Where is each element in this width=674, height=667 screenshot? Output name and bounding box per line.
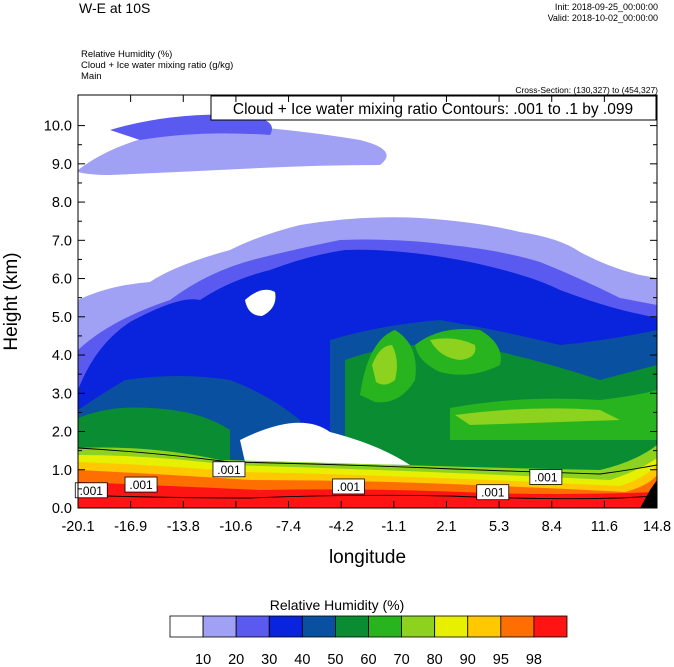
colorbar-label: 60 [360,652,376,667]
contour-label-text: .001 [481,486,505,500]
colorbar-label: 70 [394,652,410,667]
y-tick-label: 6.0 [52,272,72,288]
colorbar-box [335,615,369,638]
colorbar-box [169,615,204,638]
contour-label-4: .001 [476,484,510,501]
field-title-rh: Relative Humidity (%) [81,49,173,60]
contour-label-1: .001 [124,476,158,493]
colorbar-label: 98 [526,652,542,667]
y-axis: 0.0 1.0 2.0 3.0 4.0 5.0 6.0 7.0 8.0 9.0 10.0 Height… [1,119,657,517]
y-tick-label: 5.0 [52,310,72,326]
contour-label-3: .001 [332,478,365,495]
upper-moist-core [110,114,272,140]
chart-title: W-E at 10S [79,0,151,16]
colorbar-label: 50 [327,652,343,667]
y-tick-label: 9.0 [52,157,72,173]
field-titles: Relative Humidity (%) Cloud + Ice water … [81,49,233,82]
cross-section-label: Cross-Section: (130,327) to (454,327) [515,85,658,95]
colorbar-box [202,615,237,638]
colorbar-label: 80 [427,652,443,667]
x-tick-label: -10.6 [219,519,252,535]
cloud-contour-upper [78,447,657,475]
contour-label-2: .001 [212,461,246,478]
colorbar-box [235,615,270,638]
rh-dry-pocket-a [245,289,276,316]
rh-field [78,95,657,508]
colorbar-label: 95 [493,652,509,667]
x-tick-label: -1.1 [381,519,406,535]
field-title-qcloud: Cloud + Ice water mixing ratio (g/kg) [81,60,234,71]
colorbar-box [434,615,469,638]
x-tick-label: 5.3 [489,519,509,535]
x-tick-label: 14.8 [643,519,671,535]
contour-label-text: .001 [129,478,153,492]
colorbar-label: 20 [228,652,244,667]
rh-dry-pocket-b [240,422,410,465]
y-tick-label: 10.0 [44,119,72,135]
colorbar-title: Relative Humidity (%) [269,597,405,613]
rh-band-80-east [455,408,620,425]
x-tick-label: 2.1 [436,519,456,535]
contour-legend-text: Cloud + Ice water mixing ratio Contours:… [233,101,633,118]
y-tick-label: 3.0 [52,386,72,402]
contour-legend: Cloud + Ice water mixing ratio Contours:… [210,95,657,121]
y-axis-label: Height (km) [1,252,22,350]
contour-label-box [332,478,365,495]
y-tick-label: 4.0 [52,348,72,364]
contour-label-text: .001 [337,480,361,494]
colorbar-box [301,615,336,638]
contour-label-box [529,469,563,485]
colorbar: 10 20 30 40 50 60 70 80 90 95 98 [169,615,568,667]
x-tick-label: -16.9 [114,519,147,535]
y-tick-label: 7.0 [52,233,72,249]
y-tick-label: 2.0 [52,425,72,441]
y-tick-label: 0.0 [52,501,72,517]
init-time: Init: 2018-09-25_00:00:00 [554,2,658,12]
contour-label-text: .001 [80,484,104,498]
colorbar-box [500,615,535,638]
x-tick-label: -13.8 [167,519,200,535]
colorbar-label: 40 [294,652,310,667]
terrain [640,480,657,508]
field-title-main: Main [81,71,102,82]
colorbar-label: 90 [460,652,476,667]
colorbar-label: 10 [195,652,211,667]
y-tick-label: 1.0 [52,463,72,479]
colorbar-box [533,615,568,638]
contour-label-0: .001 [74,482,108,499]
y-tick-label: 8.0 [52,195,72,211]
contour-label-5: .001 [529,469,563,485]
contour-label-box [476,484,510,501]
colorbar-box [268,615,303,638]
contour-label-box [212,461,246,478]
contour-label-box [74,482,108,499]
contour-label-box [124,476,158,493]
rh-band-80-a [372,345,397,385]
rh-band-80-b [430,338,476,360]
contour-label-text: .001 [217,463,241,477]
contour-legend-box [210,95,657,121]
x-tick-label: -20.1 [61,519,94,535]
cloud-contours [78,447,657,500]
colorbar-box [368,615,402,638]
time-info: Init: 2018-09-25_00:00:00 Valid: 2018-10… [548,2,658,24]
x-axis-label: longitude [329,547,406,568]
colorbar-box [467,615,502,638]
contour-label-text: .001 [534,470,558,484]
x-tick-label: 11.6 [591,519,618,535]
x-axis: -20.1 -16.9 -13.8 -10.6 -7.4 -4.2 -1.1 2.1 5.3 8.… [61,95,671,568]
colorbar-label: 30 [261,652,277,667]
colorbar-box [401,615,436,638]
cloud-contour-lower [78,494,657,500]
x-tick-label: -4.2 [329,519,354,535]
plot-frame [77,94,658,509]
x-tick-label: 8.4 [542,519,562,535]
valid-time: Valid: 2018-10-02_00:00:00 [547,13,658,23]
x-tick-label: -7.4 [276,519,301,535]
